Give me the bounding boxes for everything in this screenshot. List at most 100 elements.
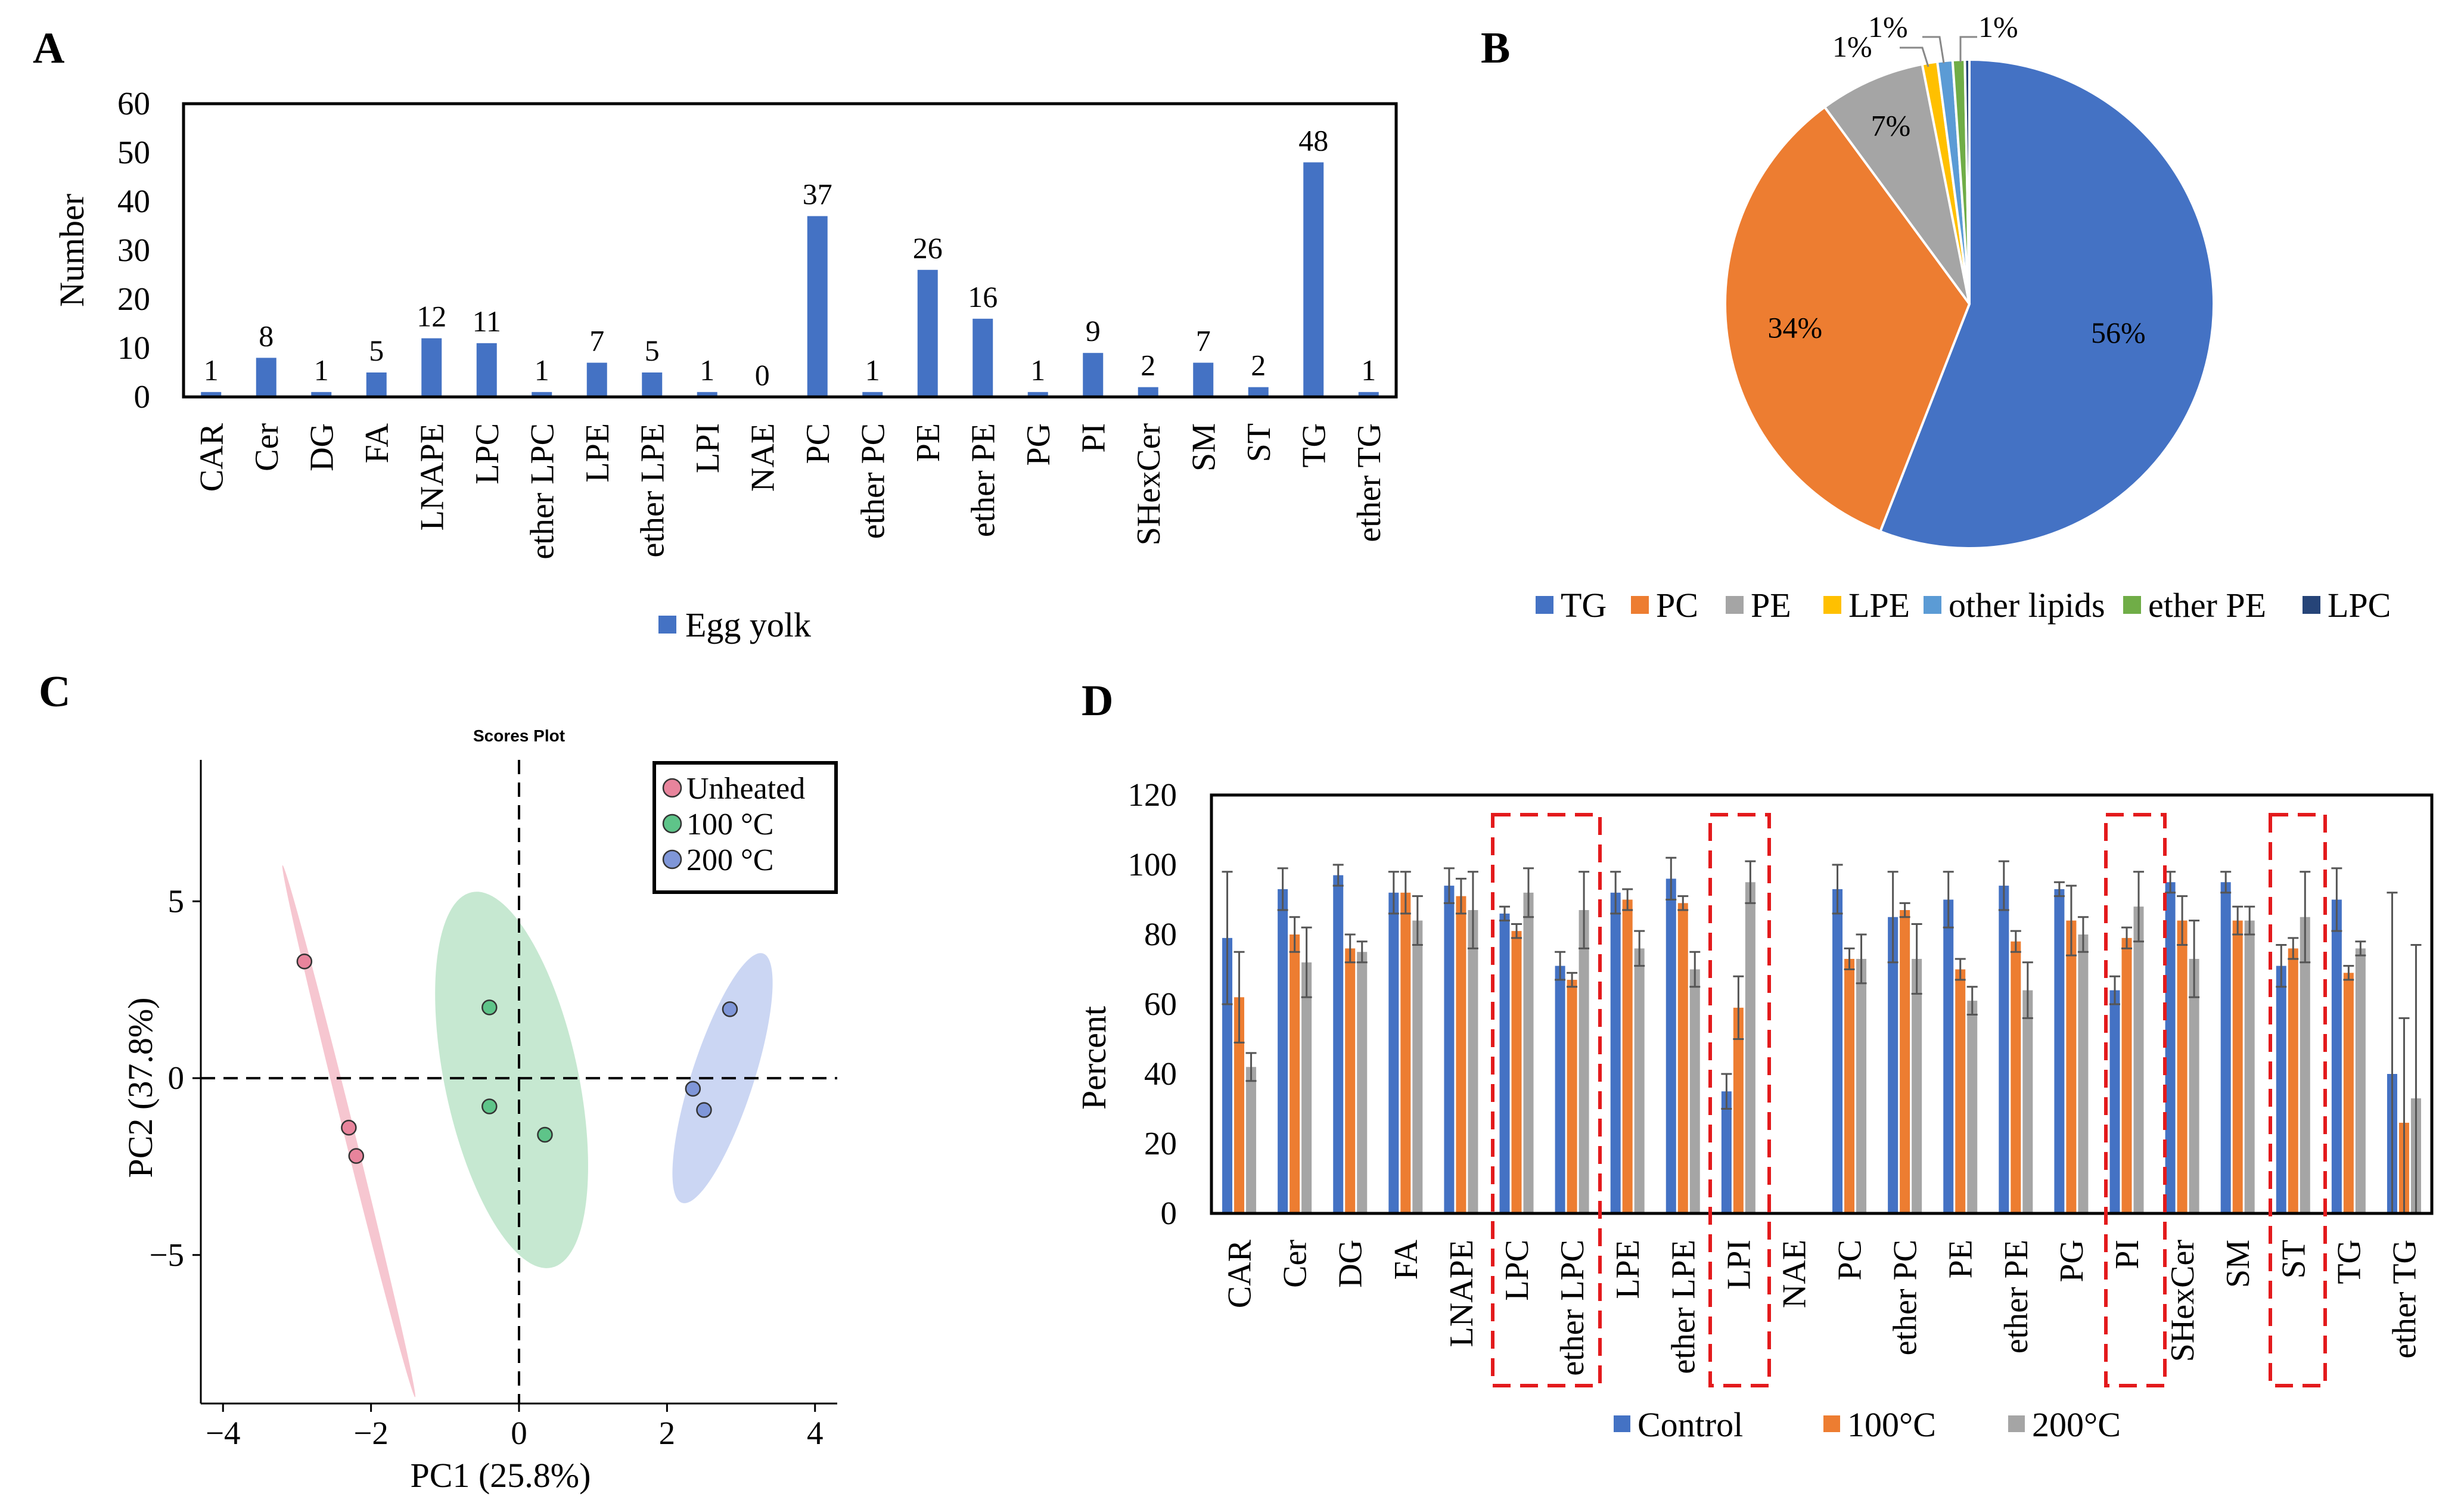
error-bar-control-sm: [2220, 871, 2232, 894]
error-bar-control-shexcer: [2165, 871, 2176, 894]
pie-legend-label-lpc: LPC: [2328, 586, 2391, 625]
scores-legend-label-unheated: Unheated: [686, 772, 805, 806]
bar-pg: [1027, 392, 1048, 397]
category-label-shexcer: SHexCer: [1130, 423, 1167, 546]
pie-legend-swatch-lpe: [1823, 596, 1841, 614]
bar-200-c-lnape: [1468, 910, 1478, 1213]
bar-100-c-ether-lpe: [1677, 903, 1688, 1213]
category-label-cer: Cer: [248, 423, 285, 471]
error-bar-control-dg: [1332, 864, 1344, 887]
panel-d-legend: Control 100°C 200°C: [1614, 1405, 2121, 1444]
error-bar-200-c-pg: [2077, 916, 2089, 953]
error-bar-100-c-st: [2288, 937, 2299, 960]
value-label-lnape: 12: [417, 300, 446, 333]
bar-car: [201, 392, 222, 397]
category-label-car: CAR: [1222, 1239, 1259, 1308]
bar-ether-lpc: [532, 392, 552, 397]
panel-c-x-tick-label: 4: [807, 1415, 824, 1451]
error-bar-200-c-dg: [1356, 940, 1368, 964]
category-label-pc: PC: [800, 423, 837, 464]
error-bar-200-c-pe: [1966, 986, 1978, 1016]
error-bar-control-ether-pc: [1887, 871, 1899, 964]
score-point-200-c: [685, 1080, 701, 1097]
panel-c-x-axis-title: PC1 (25.8%): [411, 1456, 591, 1495]
category-label-pi: PI: [1075, 423, 1112, 453]
panel-d-y-tick-label: 60: [1144, 986, 1177, 1022]
error-bar-200-c-ether-lpe: [1689, 951, 1701, 988]
bar-control-tg: [2331, 899, 2342, 1213]
panel-a-legend: Egg yolk: [658, 606, 811, 644]
panel-c-y-tick-label: 0: [168, 1060, 185, 1096]
value-label-lpe: 7: [589, 324, 604, 358]
panel-a-y-tick-label: 40: [117, 183, 150, 219]
panel-label-c: C: [39, 667, 70, 716]
bar-ether-tg: [1358, 392, 1379, 397]
bar-100-c-fa: [1400, 892, 1411, 1213]
score-point-100-c: [537, 1126, 553, 1143]
bar-200-c-car: [1246, 1067, 1257, 1213]
value-label-ether-pe: 16: [968, 280, 998, 313]
confidence-ellipse-100c: [435, 892, 588, 1268]
error-bar-control-pe: [1943, 871, 1954, 929]
bar-lpc: [476, 343, 497, 397]
category-label-lpe: LPE: [1609, 1240, 1646, 1299]
bar-200-c-pi: [2133, 906, 2144, 1213]
bar-100-c-pi: [2121, 937, 2132, 1213]
bar-control-ether-lpc: [1555, 965, 1565, 1213]
bar-100-c-pc: [1844, 958, 1855, 1213]
pie-legend-label-other-lipids: other lipids: [1949, 586, 2105, 625]
error-bar-control-pc: [1832, 864, 1843, 915]
category-label-ether-lpc: ether LPC: [1554, 1240, 1591, 1376]
pie-leader-line-other-lipids: [1922, 36, 1945, 64]
error-bar-control-lpi: [1721, 1073, 1732, 1110]
bar-ether-lpe: [642, 372, 663, 397]
panel-c-x-tick-label: −2: [353, 1415, 389, 1451]
panel-d-plot-frame: [1210, 793, 2434, 1215]
error-bar-100-c-shexcer: [2177, 895, 2188, 946]
panel-a-plot-frame: [182, 102, 1398, 399]
panel-c-y-tick-label: −5: [149, 1237, 184, 1273]
bar-tg: [1303, 162, 1324, 397]
panel-d-bar-chart: 0 20 40 60 80 100 120 CAR Cer DG FA LNAPE LPC ether …: [1074, 777, 2434, 1444]
panel-d-y-axis-title: Percent: [1074, 1006, 1113, 1110]
category-label-sm: SM: [2220, 1240, 2257, 1288]
category-label-dg: DG: [303, 423, 340, 471]
panel-a-y-axis-title: Number: [52, 194, 91, 307]
legend-swatch-egg-yolk: [658, 616, 676, 634]
bar-200-c-sm: [2244, 920, 2255, 1213]
category-label-nae: NAE: [744, 423, 781, 492]
scores-legend-marker-200-c: [662, 849, 682, 870]
error-bar-200-c-tg: [2355, 940, 2366, 957]
bar-100-c-ether-lpc: [1567, 980, 1577, 1213]
panel-b-pie-chart: 56%34%7%1%1% 1% TG PC PE LPE other lipids ethe…: [1536, 10, 2391, 625]
score-point-100-c: [481, 999, 498, 1016]
panel-d-y-tick-label: 20: [1144, 1125, 1177, 1162]
bar-control-lpi: [1721, 1091, 1732, 1213]
error-bar-100-c-pi: [2121, 926, 2132, 949]
error-bar-control-lnape: [1443, 867, 1455, 904]
error-bar-100-c-tg: [2343, 965, 2354, 981]
category-label-ether-pe: ether PE: [1998, 1240, 2035, 1353]
category-label-lpc: LPC: [1499, 1240, 1536, 1301]
pie-slice-pc: [1724, 105, 1971, 533]
bar-control-ether-lpe: [1666, 878, 1676, 1213]
error-bar-100-c-lnape: [1455, 877, 1466, 915]
category-label-ether-tg: ether TG: [1351, 423, 1388, 542]
category-label-cer: Cer: [1277, 1240, 1314, 1288]
bar-100-c-lpc: [1511, 931, 1522, 1213]
error-bar-200-c-lpc: [1523, 867, 1534, 918]
panel-label-b: B: [1481, 24, 1510, 73]
panel-label-a: A: [33, 24, 64, 73]
bar-control-cer: [1278, 889, 1288, 1213]
score-point-unheated: [341, 1119, 357, 1136]
category-label-ether-lpe: ether LPE: [1665, 1240, 1702, 1374]
bar-100-c-ether-pc: [1900, 910, 1910, 1213]
error-bar-control-car: [1222, 871, 1233, 1005]
error-bar-100-c-pg: [2065, 884, 2077, 957]
category-label-pi: PI: [2109, 1240, 2146, 1269]
category-label-fa: FA: [1388, 1239, 1425, 1280]
score-point-200-c: [696, 1102, 712, 1118]
category-label-lpe: LPE: [579, 423, 616, 483]
bar-pe: [917, 269, 938, 397]
highlight-box-pi: [2104, 813, 2167, 1387]
